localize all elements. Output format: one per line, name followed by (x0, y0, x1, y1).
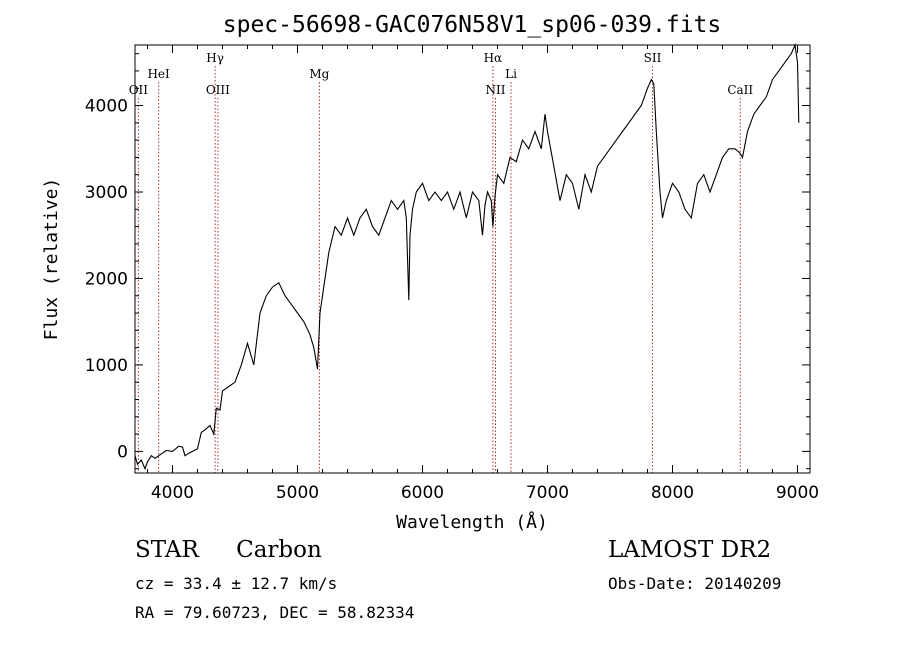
marker-label: HeI (147, 67, 170, 81)
coordinates-label: RA = 79.60723, DEC = 58.82334 (135, 603, 415, 622)
marker-label: NII (486, 83, 506, 97)
marker-label: SII (644, 51, 662, 65)
object-class: STAR Carbon (135, 537, 322, 563)
x-axis-label: Wavelength (Å) (396, 511, 548, 533)
marker-label: Hα (484, 51, 503, 65)
y-tick-label: 2000 (85, 269, 128, 289)
y-tick-label: 3000 (85, 183, 128, 203)
marker-label: Li (505, 67, 517, 81)
y-tick-label: 1000 (85, 356, 128, 376)
x-tick-label: 6000 (401, 483, 444, 503)
marker-label: OIII (206, 83, 230, 97)
x-tick-label: 7000 (526, 483, 569, 503)
spectrum-line (134, 42, 800, 471)
x-tick-label: 5000 (276, 483, 319, 503)
subclass-label: Carbon (236, 537, 322, 563)
survey-label: LAMOST DR2 (608, 537, 772, 563)
x-axis: 4000 5000 6000 7000 8000 9000 (147, 45, 819, 503)
x-tick-label: 4000 (151, 483, 194, 503)
y-axis-label: Flux (relative) (41, 178, 62, 341)
plot-frame (134, 44, 811, 474)
class-label: STAR (135, 537, 199, 563)
marker-label: OII (129, 83, 149, 97)
x-tick-label: 8000 (651, 483, 694, 503)
marker-label: CaII (727, 83, 753, 97)
y-tick-label: 4000 (85, 97, 128, 117)
spectral-line-markers: OII HeI Hγ OIII Mg Hα NII Li SII CaII (129, 51, 753, 473)
marker-label: Mg (309, 67, 329, 81)
y-axis: 0 1000 2000 3000 4000 (85, 53, 810, 470)
redshift-label: cz = 33.4 ± 12.7 km/s (135, 574, 338, 593)
obs-date-label: Obs-Date: 20140209 (608, 574, 782, 593)
marker-label: Hγ (206, 51, 224, 65)
y-tick-label: 0 (117, 442, 128, 462)
x-tick-label: 9000 (776, 483, 819, 503)
chart-title: spec-56698-GAC076N58V1_sp06-039.fits (223, 12, 722, 38)
